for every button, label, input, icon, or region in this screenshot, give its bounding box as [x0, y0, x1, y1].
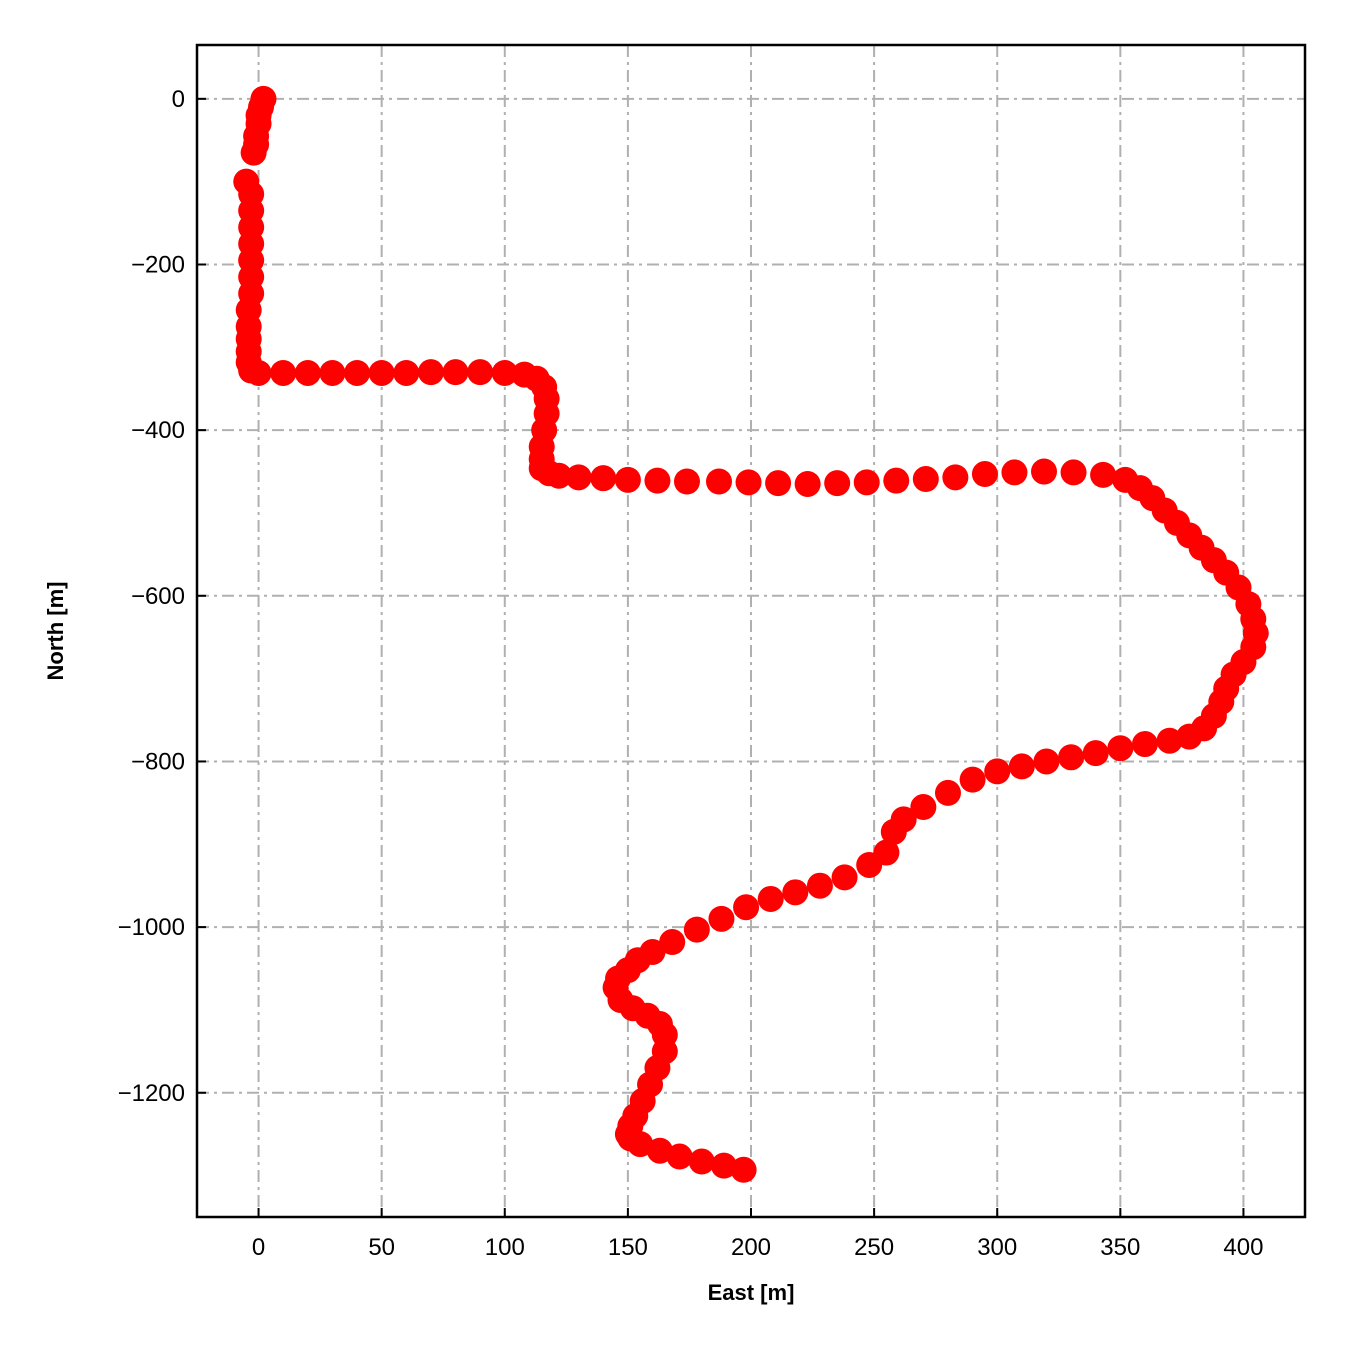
grid: [197, 45, 1305, 1217]
x-tick-label: 150: [608, 1234, 648, 1261]
data-point: [1090, 461, 1117, 488]
data-point: [491, 359, 518, 386]
data-point: [782, 879, 809, 906]
x-tick-label: 0: [252, 1234, 265, 1261]
data-point: [853, 469, 880, 496]
data-point: [730, 1156, 757, 1183]
data-point: [883, 467, 910, 494]
ticks: 0 50 100 150 200 250 300 350 400 0 −200 −400 −600 −80…: [118, 86, 1264, 1261]
data-point: [1176, 723, 1203, 750]
data-point: [442, 359, 469, 386]
data-point: [666, 1143, 693, 1170]
data-point: [959, 766, 986, 793]
data-point: [319, 359, 346, 386]
y-tick-label: −1200: [118, 1080, 185, 1107]
data-point: [1031, 458, 1058, 485]
data-point: [673, 468, 700, 495]
data-point: [710, 1152, 737, 1179]
data-point: [627, 1131, 654, 1158]
y-tick-label: −400: [131, 417, 185, 444]
x-tick-label: 400: [1223, 1234, 1263, 1261]
data-point: [467, 359, 494, 386]
data-point: [971, 461, 998, 488]
data-point: [240, 139, 267, 166]
data-point: [393, 359, 420, 386]
data-point: [984, 758, 1011, 785]
data-point: [708, 905, 735, 932]
data-point: [824, 470, 851, 497]
data-point: [1156, 727, 1183, 754]
data-point: [688, 1148, 715, 1175]
x-tick-label: 300: [977, 1234, 1017, 1261]
data-point: [831, 864, 858, 891]
y-tick-label: −1000: [118, 914, 185, 941]
data-point: [705, 468, 732, 495]
data-point: [245, 359, 272, 386]
data-point: [659, 929, 686, 956]
data-point: [1001, 459, 1028, 486]
x-axis-label: East [m]: [708, 1280, 795, 1305]
data-point: [417, 359, 444, 386]
data-point: [733, 894, 760, 921]
data-point: [856, 851, 883, 878]
data-point: [545, 462, 572, 489]
data-point: [912, 466, 939, 493]
data-point: [646, 1137, 673, 1164]
data-point: [910, 794, 937, 821]
x-tick-label: 200: [731, 1234, 771, 1261]
data-points: [233, 85, 1269, 1183]
data-point: [683, 916, 710, 943]
x-tick-label: 350: [1100, 1234, 1140, 1261]
data-point: [1107, 735, 1134, 762]
data-point: [294, 359, 321, 386]
data-point: [1131, 731, 1158, 758]
y-tick-label: −200: [131, 251, 185, 278]
data-point: [1060, 459, 1087, 486]
data-point: [735, 469, 762, 496]
data-point: [565, 464, 592, 491]
y-tick-label: −800: [131, 748, 185, 775]
data-point: [368, 359, 395, 386]
data-point: [934, 779, 961, 806]
data-point: [1058, 744, 1085, 771]
x-tick-label: 250: [854, 1234, 894, 1261]
data-point: [806, 872, 833, 899]
y-axis-label: North [m]: [43, 582, 68, 681]
data-point: [270, 359, 297, 386]
y-tick-label: −600: [131, 583, 185, 610]
data-point: [1008, 753, 1035, 780]
data-point: [344, 359, 371, 386]
x-tick-label: 100: [485, 1234, 525, 1261]
data-point: [794, 470, 821, 497]
data-point: [1033, 748, 1060, 775]
data-point: [757, 885, 784, 912]
data-point: [590, 465, 617, 492]
data-point: [644, 467, 671, 494]
data-point: [765, 470, 792, 497]
data-point: [942, 464, 969, 491]
data-point: [1082, 740, 1109, 767]
data-point: [614, 466, 641, 493]
data-point: [880, 818, 907, 845]
x-tick-label: 50: [368, 1234, 395, 1261]
y-tick-label: 0: [172, 86, 185, 113]
